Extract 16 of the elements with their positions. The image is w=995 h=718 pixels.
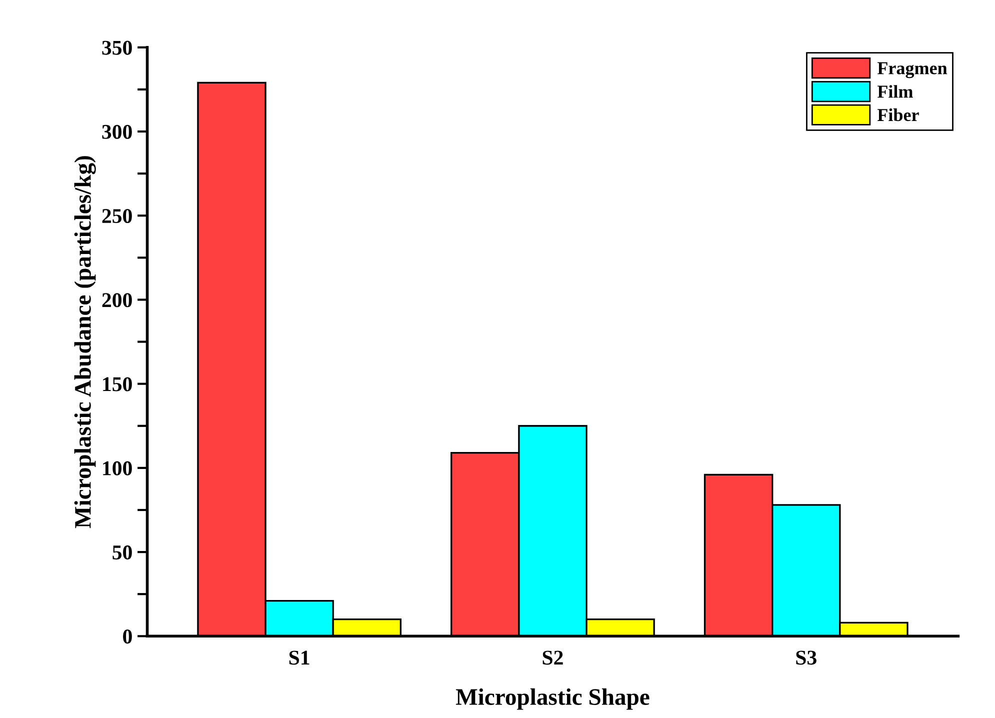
x-tick-label: S2: [542, 650, 563, 665]
x-tick-label: S1: [289, 650, 310, 665]
y-tick-label: 300: [102, 124, 132, 139]
legend-label: Fiber: [877, 108, 919, 122]
y-tick-label: 50: [112, 545, 132, 560]
legend-label: Film: [877, 85, 913, 98]
y-tick-label: 250: [102, 208, 132, 224]
y-axis-title: Microplastic Abudance (particles/kg): [74, 156, 96, 528]
x-tick-label: S3: [796, 650, 816, 665]
y-tick-label: 0: [123, 630, 132, 644]
y-tick-label: 200: [102, 293, 132, 308]
x-axis-title: Microplastic Shape: [456, 688, 650, 710]
legend-label: Fragmen: [877, 62, 948, 78]
y-tick-label: 350: [102, 40, 132, 55]
y-tick-label: 150: [103, 377, 132, 392]
y-tick-label: 100: [103, 461, 132, 476]
